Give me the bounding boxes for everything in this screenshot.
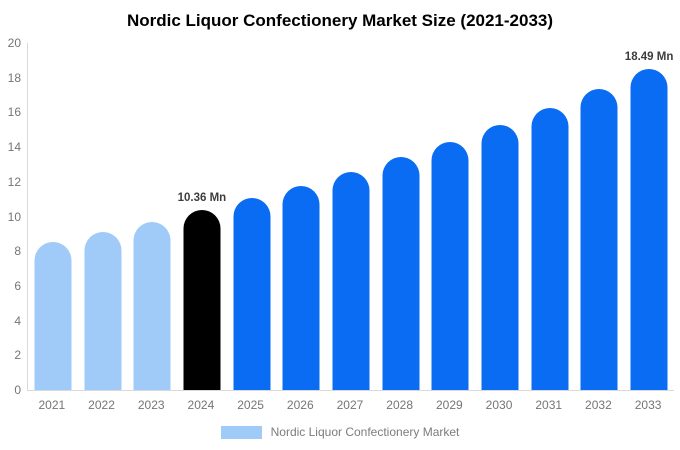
x-axis-label: 2031 xyxy=(535,398,563,412)
x-axis-label: 2021 xyxy=(38,398,66,412)
y-tick-label: 20 xyxy=(7,36,21,50)
bar-2027[interactable] xyxy=(332,171,370,390)
bar-slot xyxy=(475,43,525,390)
data-label-2024: 10.36 Mn xyxy=(177,191,227,204)
y-tick-label: 12 xyxy=(7,174,21,189)
bar-slot xyxy=(426,43,476,390)
y-tick-label: 14 xyxy=(7,140,21,155)
bar-2021[interactable] xyxy=(34,241,72,390)
bar-2022[interactable] xyxy=(84,231,122,390)
y-tick-label: 4 xyxy=(14,313,21,328)
bar-slot: 10.36 Mn xyxy=(177,43,227,390)
x-axis-label: 2027 xyxy=(336,398,364,412)
bar-2023[interactable] xyxy=(133,221,171,390)
bar-slot xyxy=(78,43,128,390)
legend-item[interactable]: Nordic Liquor Confectionery Market xyxy=(0,425,680,439)
x-axis-label: 2022 xyxy=(88,398,115,412)
bar-2033[interactable] xyxy=(630,69,668,390)
legend-label: Nordic Liquor Confectionery Market xyxy=(270,425,460,439)
bar-slot xyxy=(127,43,177,390)
bar-2032[interactable] xyxy=(580,89,618,390)
bar-slot xyxy=(276,43,326,390)
x-axis-label: 2030 xyxy=(485,398,513,412)
bar-slot xyxy=(376,43,426,390)
x-axis-label: 2029 xyxy=(435,398,463,412)
data-label-2033: 18.49 Mn xyxy=(624,50,674,63)
bar-2030[interactable] xyxy=(481,125,519,390)
x-axis-label: 2033 xyxy=(634,398,662,412)
bar-slot xyxy=(326,43,376,390)
bar-slot xyxy=(28,43,78,390)
chart-title: Nordic Liquor Confectionery Market Size … xyxy=(126,11,554,30)
y-tick-label: 16 xyxy=(7,105,21,120)
bar-2025[interactable] xyxy=(233,198,271,390)
y-tick-label: 18 xyxy=(7,70,21,85)
x-axis-label: 2026 xyxy=(286,398,314,412)
bar-slot xyxy=(227,43,277,390)
y-axis: 0 2 4 6 8 10 12 14 16 18 20 xyxy=(0,37,21,396)
x-axis-label: 2028 xyxy=(386,398,413,412)
bar-2028[interactable] xyxy=(382,157,420,390)
x-axis-label: 2032 xyxy=(585,398,612,412)
x-axis: 2021 2022 2023 2024 2025 2026 2027 2028 2029 2030… xyxy=(27,398,673,412)
bar-2026[interactable] xyxy=(282,185,320,390)
plot-area: 10.36 Mn 18.49 Mn xyxy=(27,43,674,391)
legend-swatch-icon xyxy=(220,425,262,439)
y-tick-label: 2 xyxy=(14,348,21,363)
bar-slot: 18.49 Mn xyxy=(624,43,674,390)
y-tick-label: 8 xyxy=(14,244,21,259)
x-axis-label: 2025 xyxy=(237,398,264,412)
y-tick-label: 10 xyxy=(7,209,21,224)
y-tick-label: 6 xyxy=(14,278,21,293)
bar-2029[interactable] xyxy=(431,141,469,390)
y-tick-label: 0 xyxy=(14,383,21,397)
x-axis-label: 2023 xyxy=(137,398,165,412)
bar-2031[interactable] xyxy=(531,107,569,390)
bar-2024[interactable] xyxy=(183,210,221,390)
x-axis-label: 2024 xyxy=(187,398,215,412)
bar-slot xyxy=(575,43,625,390)
bar-slot xyxy=(525,43,575,390)
